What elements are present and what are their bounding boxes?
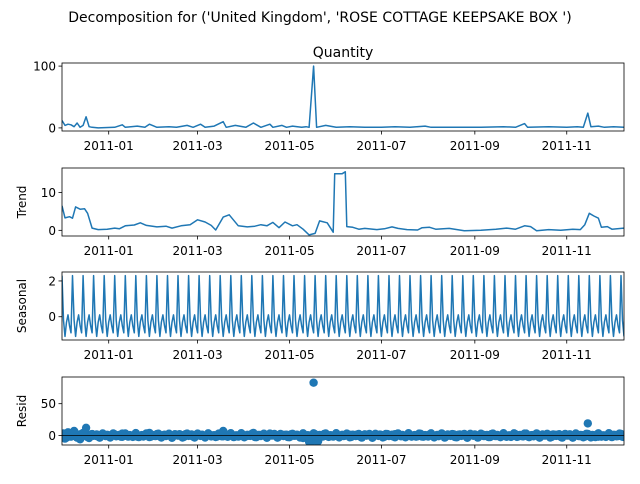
resid-point xyxy=(313,437,323,445)
y-tick-label: 0 xyxy=(48,121,56,135)
resid-point xyxy=(520,429,529,438)
x-tick-label: 2011-01 xyxy=(84,244,134,258)
x-tick-label: 2011-03 xyxy=(173,453,223,467)
resid-point xyxy=(145,428,154,438)
resid-point xyxy=(107,430,116,439)
resid-point xyxy=(133,432,142,441)
panel-title: Quantity xyxy=(313,45,374,61)
resid-point xyxy=(576,431,585,441)
x-tick-label: 2011-05 xyxy=(264,453,314,467)
resid-point xyxy=(583,419,592,428)
axes-frame xyxy=(61,62,625,132)
plot-area xyxy=(62,65,624,129)
panel-3: 0 50 2011-01 2011-03 2011-05 2011-07 2011-09 20… xyxy=(15,376,625,467)
figure-suptitle: Decomposition for ('United Kingdom', 'RO… xyxy=(68,10,572,26)
resid-point xyxy=(609,430,618,439)
x-tick-label: 2011-01 xyxy=(84,348,134,362)
panel-0: 0 100 2011-01 2011-03 2011-05 2011-07 2011-09 2… xyxy=(33,45,625,153)
x-tick-label: 2011-03 xyxy=(173,348,223,362)
x-tick-label: 2011-09 xyxy=(450,139,500,153)
resid-point xyxy=(586,433,596,442)
plot-area xyxy=(62,274,624,338)
x-tick-label: 2011-07 xyxy=(356,139,406,153)
x-tick-label: 2011-05 xyxy=(264,348,314,362)
x-tick-label: 2011-07 xyxy=(356,453,406,467)
x-tick-label: 2011-05 xyxy=(264,139,314,153)
x-tick-label: 2011-01 xyxy=(84,139,134,153)
x-tick-label: 2011-11 xyxy=(542,139,592,153)
x-tick-label: 2011-01 xyxy=(84,453,134,467)
y-tick-label: 100 xyxy=(33,60,56,74)
y-axis-label: Seasonal xyxy=(15,279,29,333)
x-tick-label: 2011-11 xyxy=(542,244,592,258)
resid-point xyxy=(249,428,258,438)
resid-point xyxy=(81,423,91,432)
y-tick-label: 0 xyxy=(48,429,56,443)
x-tick-label: 2011-09 xyxy=(450,348,500,362)
resid-point xyxy=(118,429,127,438)
x-tick-label: 2011-11 xyxy=(542,453,592,467)
y-axis-label: Trend xyxy=(15,186,29,220)
resid-point xyxy=(288,430,297,439)
x-tick-label: 2011-03 xyxy=(173,244,223,258)
x-tick-label: 2011-09 xyxy=(450,244,500,258)
series-line xyxy=(62,274,624,338)
x-tick-label: 2011-07 xyxy=(356,244,406,258)
resid-point xyxy=(309,378,318,387)
x-tick-label: 2011-09 xyxy=(450,453,500,467)
panel-2: 0 2 2011-01 2011-03 2011-05 2011-07 2011-09 201… xyxy=(15,271,625,362)
y-tick-label: 50 xyxy=(41,397,56,411)
y-tick-label: 10 xyxy=(41,186,56,200)
resid-point xyxy=(594,432,603,441)
resid-point xyxy=(390,430,400,439)
y-tick-label: 0 xyxy=(48,224,56,238)
x-tick-label: 2011-03 xyxy=(173,139,223,153)
resid-point xyxy=(164,430,174,439)
resid-point xyxy=(499,430,508,439)
axes-frame xyxy=(61,167,625,237)
plot-area xyxy=(62,378,624,445)
axes-frame xyxy=(61,376,625,446)
x-tick-label: 2011-05 xyxy=(264,244,314,258)
y-tick-label: 0 xyxy=(48,310,56,324)
resid-point xyxy=(265,429,275,438)
y-tick-label: 2 xyxy=(48,274,56,288)
resid-point xyxy=(298,433,308,443)
panel-1: 0 10 2011-01 2011-03 2011-05 2011-07 2011-09 20… xyxy=(15,167,625,258)
resid-point xyxy=(618,431,624,441)
resid-point xyxy=(321,430,330,439)
resid-point xyxy=(199,431,208,441)
series-line xyxy=(62,171,624,236)
series-line xyxy=(62,65,624,129)
resid-point xyxy=(92,431,101,441)
axes-frame xyxy=(61,271,625,341)
resid-point xyxy=(69,426,79,436)
resid-point xyxy=(219,426,228,436)
y-axis-label: Resid xyxy=(15,395,29,427)
x-tick-label: 2011-11 xyxy=(542,348,592,362)
resid-point xyxy=(182,429,192,438)
plot-area xyxy=(62,171,624,236)
x-tick-label: 2011-07 xyxy=(356,348,406,362)
resid-point xyxy=(75,435,85,444)
resid-point xyxy=(345,430,354,439)
